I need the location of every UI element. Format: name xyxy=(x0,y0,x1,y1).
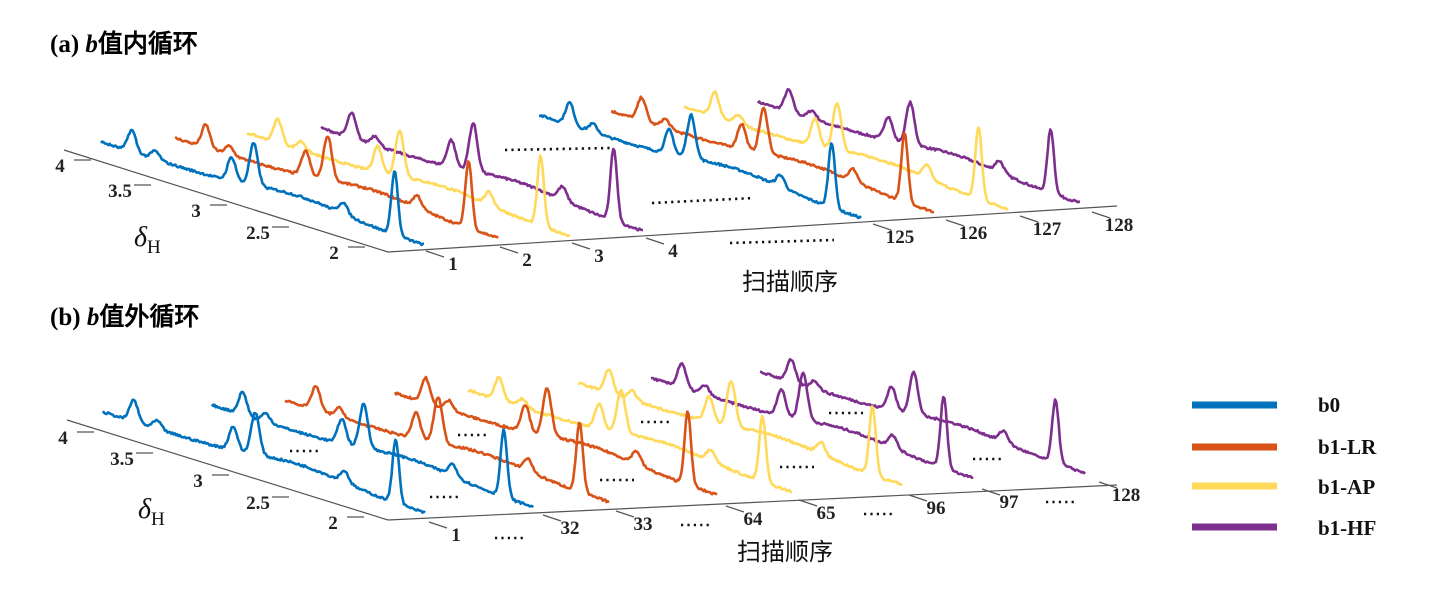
spectrum-b1-AP-scan-65 xyxy=(467,375,793,494)
legend-label: b1-HF xyxy=(1318,516,1376,540)
delta-axis-title: δH xyxy=(138,494,165,530)
scan-tick-mark xyxy=(499,246,519,254)
scan-tick-label: 125 xyxy=(886,227,915,248)
delta-tick-label: 4 xyxy=(55,156,65,177)
legend-label: b1-LR xyxy=(1318,435,1377,459)
delta-symbol: δ xyxy=(138,494,152,525)
delta-tick-label: 2 xyxy=(329,243,339,264)
spectrum-b1-HF-scan-128 xyxy=(756,88,1081,204)
spectrum-b1-HF-scan-4 xyxy=(320,111,644,232)
ellipsis-dots xyxy=(651,196,755,205)
panel-b-title: (b) b值外循环 xyxy=(50,302,199,331)
delta-tick-label: 3 xyxy=(191,201,201,222)
panel-a-plot: 4 3.5 3 2.5 2 δH 1 2 3 4 125 126 127 128 扫描顺序 xyxy=(55,88,1134,296)
scan-tick-mark xyxy=(1098,481,1118,489)
delta-symbol: δ xyxy=(134,222,148,253)
delta-tick-label: 2.5 xyxy=(246,493,270,514)
scan-tick-label: 2 xyxy=(522,250,532,271)
scan-tick-mark xyxy=(571,242,591,250)
scan-axis-line xyxy=(387,484,1118,521)
legend-label: b1-AP xyxy=(1318,475,1375,499)
ellipsis-dots xyxy=(504,146,611,152)
scan-tick-label: 32 xyxy=(561,518,580,539)
scan-tick-mark xyxy=(908,494,928,502)
spectrum-b1-LR-scan-33 xyxy=(284,384,610,504)
scan-tick-label: 1 xyxy=(448,254,458,275)
legend-item-b1-lr: b1-LR xyxy=(1192,435,1377,459)
spectrum-b1-LR-scan-2 xyxy=(174,123,499,239)
scan-tick-mark xyxy=(798,499,818,507)
scan-axis-title: 扫描顺序 xyxy=(742,269,838,296)
delta-tick-label: 2.5 xyxy=(246,223,270,244)
scan-tick-label: 127 xyxy=(1033,219,1062,240)
scan-tick-label: 1 xyxy=(451,525,461,546)
scan-tick-mark xyxy=(425,250,445,258)
spectrum-b0-scan-1 xyxy=(100,128,425,247)
spectrum-b0-scan-125 xyxy=(538,101,862,220)
spectrum-b1-LR-scan-64 xyxy=(393,375,718,496)
scan-tick-label: 96 xyxy=(927,498,946,519)
delta-axis-title: δH xyxy=(134,222,161,258)
scan-tick-mark xyxy=(428,521,448,529)
scan-tick-label: 128 xyxy=(1112,485,1141,506)
scan-tick-label: 33 xyxy=(634,514,653,535)
scan-tick-mark xyxy=(981,488,1001,496)
spectrum-b1-HF-scan-128 xyxy=(759,357,1086,475)
spectrum-b1-AP-scan-96 xyxy=(577,368,903,487)
scan-tick-label: 64 xyxy=(744,509,764,530)
spectrum-b1-AP-scan-127 xyxy=(683,90,1009,211)
delta-subscript: H xyxy=(151,509,165,530)
spectrum-b1-AP-scan-3 xyxy=(246,117,571,238)
spectrum-b0-scan-1 xyxy=(101,398,426,514)
spectrum-b1-HF-scan-97 xyxy=(650,361,974,480)
delta-subscript: H xyxy=(147,237,161,258)
scan-tick-label: 97 xyxy=(1000,492,1020,513)
legend-label: b0 xyxy=(1318,393,1340,417)
scan-tick-mark xyxy=(1019,215,1039,223)
legend-item-b1-hf: b1-HF xyxy=(1192,516,1376,540)
legend-item-b0: b0 xyxy=(1192,393,1340,417)
scan-tick-label: 128 xyxy=(1105,215,1134,236)
scan-tick-mark xyxy=(872,223,892,231)
delta-tick-label: 4 xyxy=(58,428,68,449)
delta-tick-label: 2 xyxy=(328,513,338,534)
scan-tick-mark xyxy=(615,510,635,518)
scan-tick-label: 3 xyxy=(594,246,604,267)
spectrum-b0-scan-32 xyxy=(210,390,534,509)
scan-tick-label: 126 xyxy=(959,223,988,244)
scan-axis-title: 扫描顺序 xyxy=(737,539,833,566)
scan-tick-mark xyxy=(1091,211,1111,219)
scan-tick-label: 65 xyxy=(817,503,836,524)
scan-tick-mark xyxy=(945,219,965,227)
delta-tick-label: 3.5 xyxy=(108,181,132,202)
ellipsis-dots xyxy=(729,238,835,245)
legend-item-b1-ap: b1-AP xyxy=(1192,475,1375,499)
legend: b0 b1-LR b1-AP b1-HF xyxy=(1192,393,1377,540)
delta-tick-label: 3 xyxy=(193,471,203,492)
scan-tick-mark xyxy=(645,237,665,245)
scan-tick-mark xyxy=(725,505,745,513)
delta-tick-label: 3.5 xyxy=(110,449,134,470)
panel-a-title: (a) b值内循环 xyxy=(50,29,198,58)
scan-tick-mark xyxy=(542,514,562,522)
delta-axis-line xyxy=(63,149,389,253)
scan-tick-label: 4 xyxy=(668,241,678,262)
delta-axis-line xyxy=(66,419,389,521)
panel-b-plot: 4 3.5 3 2.5 2 δH 1 32 33 64 65 96 97 128 扫描顺序 xyxy=(58,357,1141,566)
spectrum-b1-LR-scan-126 xyxy=(610,95,935,214)
scan-axis-line xyxy=(387,205,1118,253)
